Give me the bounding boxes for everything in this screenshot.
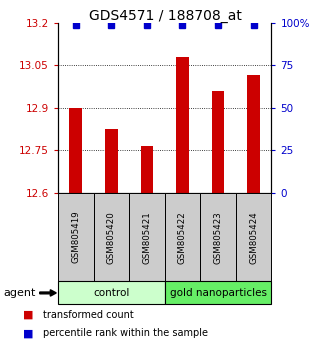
- Bar: [141, 146, 153, 193]
- Bar: [70, 108, 82, 193]
- Text: gold nanoparticles: gold nanoparticles: [169, 288, 266, 298]
- Bar: [176, 57, 189, 193]
- Text: control: control: [93, 288, 129, 298]
- Text: agent: agent: [3, 288, 36, 298]
- Bar: [105, 129, 118, 193]
- Bar: [165, 281, 271, 304]
- Text: GSM805424: GSM805424: [249, 211, 258, 264]
- Bar: [58, 281, 165, 304]
- Bar: [247, 75, 260, 193]
- Text: GSM805419: GSM805419: [71, 211, 80, 263]
- Text: transformed count: transformed count: [43, 310, 134, 320]
- Text: GSM805422: GSM805422: [178, 211, 187, 264]
- Bar: [236, 193, 271, 281]
- Bar: [129, 193, 165, 281]
- Text: ■: ■: [23, 329, 34, 338]
- Text: GSM805420: GSM805420: [107, 211, 116, 264]
- Text: percentile rank within the sample: percentile rank within the sample: [43, 329, 208, 338]
- Text: ■: ■: [23, 310, 34, 320]
- Text: GDS4571 / 188708_at: GDS4571 / 188708_at: [89, 9, 242, 23]
- Bar: [93, 193, 129, 281]
- Text: GSM805423: GSM805423: [213, 211, 222, 264]
- Bar: [58, 193, 93, 281]
- Bar: [165, 193, 200, 281]
- Bar: [212, 91, 224, 193]
- Bar: [200, 193, 236, 281]
- Text: GSM805421: GSM805421: [142, 211, 151, 264]
